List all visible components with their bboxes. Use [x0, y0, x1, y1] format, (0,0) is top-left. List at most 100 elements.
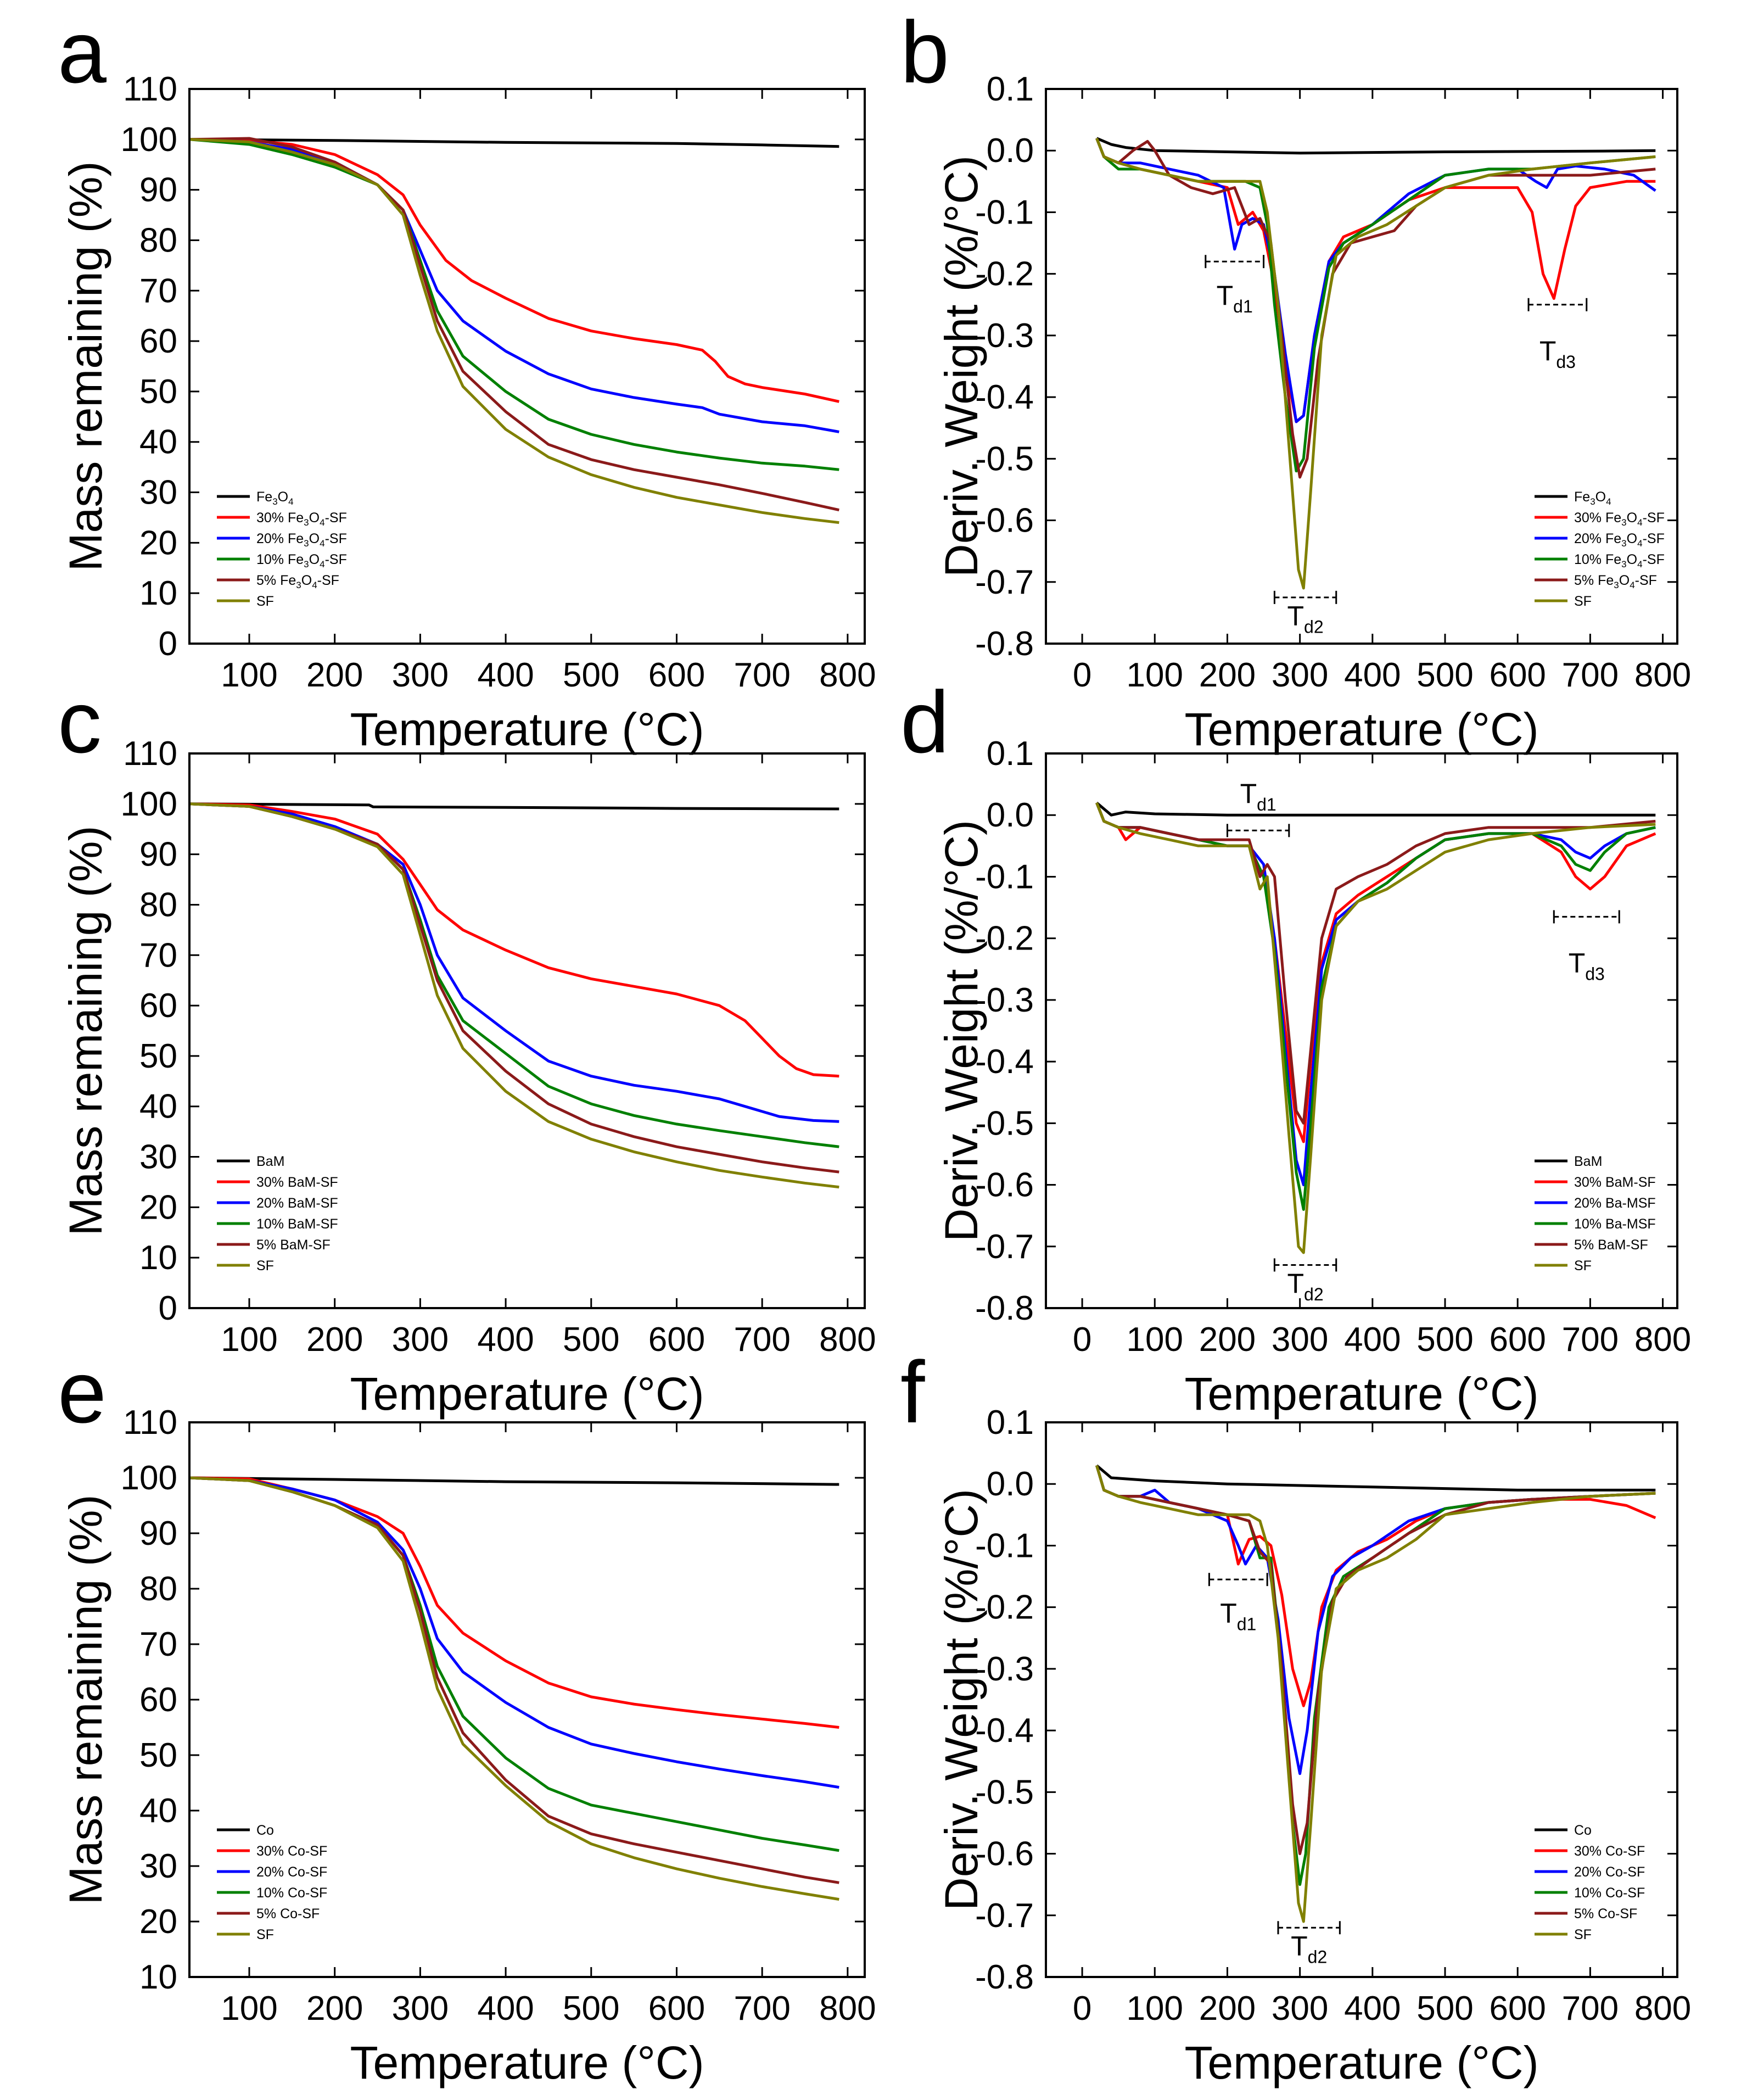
legend-label: Co: [256, 1823, 274, 1838]
x-tick-label: 0: [1073, 1321, 1091, 1359]
y-tick-label: 70: [139, 936, 177, 974]
legend-label: 20% Co-SF: [256, 1864, 327, 1880]
x-tick-label: 300: [1272, 1321, 1328, 1359]
annotation-label: Td1: [1217, 280, 1253, 316]
series-line: [191, 1476, 839, 1884]
y-tick-label: 0.1: [987, 70, 1034, 108]
x-axis-title: Temperature (°C): [1184, 2037, 1538, 2088]
series-group: [191, 1476, 839, 1901]
series-line: [191, 1476, 839, 1729]
y-tick-label: -0.1: [975, 1527, 1034, 1565]
series-line: [1095, 1465, 1656, 1775]
legend-label: 10% BaM-SF: [256, 1216, 338, 1232]
y-axis-title: Deriv. Weight (%/°C): [936, 820, 987, 1242]
panel-e: e 100 200 300 400 500 600 700 800 10 20 30 40 50 60 70 8…: [58, 1343, 876, 2088]
legend-label: Fe3O4: [256, 489, 294, 507]
series-line: [1095, 802, 1656, 1254]
x-tick-label: 400: [477, 656, 534, 694]
y-tick-label: -0.4: [975, 1712, 1034, 1750]
x-tick-label: 300: [392, 1321, 449, 1359]
plot-frame: [1045, 1421, 1678, 1978]
x-tick-label: 800: [819, 656, 876, 694]
x-tick-label: 200: [1199, 1321, 1256, 1359]
y-tick-label: 80: [139, 221, 177, 259]
x-tick-label: 600: [1489, 1990, 1546, 2028]
series-line: [191, 137, 839, 512]
legend-label: 5% BaM-SF: [1574, 1237, 1648, 1253]
y-tick-label: -0.2: [975, 920, 1034, 958]
y-tick-label: -0.7: [975, 1897, 1034, 1935]
series-line: [191, 138, 839, 433]
y-tick-label: 90: [139, 171, 177, 209]
series-line: [191, 802, 839, 1189]
y-tick-label: 20: [139, 1903, 177, 1941]
series-group: [1095, 801, 1656, 1254]
y-tick-label: 50: [139, 373, 177, 411]
legend-label: Co: [1574, 1823, 1592, 1838]
panel-d: d 0 100 200 300 400 500 600 700 800 0.1 0.0 -0.1 -0.2…: [900, 673, 1691, 1420]
series-group: [1095, 137, 1656, 590]
panel-letter: b: [900, 3, 949, 101]
x-tick-label: 700: [734, 1321, 790, 1359]
x-tick-label: 800: [819, 1321, 876, 1359]
legend-label: 20% BaM-SF: [256, 1196, 338, 1211]
annotation-label: Td2: [1291, 1931, 1327, 1967]
legend-label: 5% Co-SF: [1574, 1906, 1637, 1922]
legend-label: SF: [256, 1258, 274, 1274]
annotation-label: Td1: [1240, 778, 1276, 814]
y-tick-label: 30: [139, 1847, 177, 1885]
series-group: [191, 802, 839, 1189]
y-tick-label: 10: [139, 1239, 177, 1277]
legend-label: 30% BaM-SF: [1574, 1175, 1656, 1190]
panel-a: a 100 200 300 400 500 600 700 800 0 10 20 30 40 50 60 70…: [58, 3, 876, 755]
legend-label: 30% Co-SF: [1574, 1844, 1645, 1859]
x-tick-label: 700: [734, 1990, 790, 2028]
y-tick-label: -0.7: [975, 1228, 1034, 1266]
x-tick-label: 400: [1344, 1990, 1401, 2028]
plot-frame: [1045, 752, 1678, 1309]
legend-label: Fe3O4: [1574, 489, 1611, 507]
y-tick-label: -0.6: [975, 1835, 1034, 1873]
series-line: [1095, 137, 1656, 479]
y-tick-label: -0.8: [975, 1289, 1034, 1327]
x-tick-label: 800: [819, 1990, 876, 2028]
series-line: [191, 802, 839, 1174]
series-line: [1095, 137, 1656, 423]
panel-c: c 100 200 300 400 500 600 700 800 0 10 20 30 40 50 60 70…: [58, 673, 876, 1420]
panel-b: b 0 100 200 300 400 500 600 700 800 0.1 0.0 -0.1 -0.2…: [900, 3, 1691, 755]
series-line: [191, 138, 839, 524]
y-tick-label: 0.0: [987, 1465, 1034, 1503]
x-tick-label: 600: [648, 1321, 705, 1359]
x-tick-label: 200: [306, 656, 363, 694]
y-tick-label: -0.7: [975, 563, 1034, 601]
y-tick-label: 0.0: [987, 796, 1034, 834]
y-axis-title: Mass remaining (%): [60, 826, 111, 1236]
annotation-label: Td2: [1287, 600, 1323, 636]
y-tick-label: -0.6: [975, 1166, 1034, 1204]
x-tick-label: 500: [563, 1321, 619, 1359]
y-axis-title: Mass remaining (%): [60, 1495, 111, 1905]
x-tick-label: 0: [1073, 1990, 1091, 2028]
legend-label: 10% Fe3O4-SF: [256, 552, 347, 569]
x-tick-label: 100: [1127, 1990, 1183, 2028]
y-tick-label: 100: [121, 121, 177, 159]
y-tick-label: 30: [139, 474, 177, 512]
y-tick-label: 20: [139, 524, 177, 562]
y-tick-label: -0.5: [975, 1773, 1034, 1811]
legend-label: 5% Co-SF: [256, 1906, 320, 1922]
series-line: [1095, 1465, 1656, 1856]
x-tick-label: 700: [734, 656, 790, 694]
x-tick-label: 800: [1634, 1990, 1691, 2028]
annotation-label: Td1: [1220, 1598, 1256, 1634]
y-tick-label: 60: [139, 322, 177, 360]
x-tick-label: 400: [1344, 1321, 1401, 1359]
y-tick-label: 0.0: [987, 132, 1034, 170]
x-tick-label: 700: [1562, 656, 1619, 694]
x-axis-title: Temperature (°C): [350, 2037, 704, 2088]
annotation-label: Td3: [1569, 947, 1605, 984]
y-tick-label: 0.1: [987, 1404, 1034, 1442]
legend-label: BaM: [1574, 1154, 1602, 1169]
x-tick-label: 100: [221, 1321, 277, 1359]
legend-label: 30% Co-SF: [256, 1844, 327, 1859]
x-tick-label: 200: [1199, 1990, 1256, 2028]
